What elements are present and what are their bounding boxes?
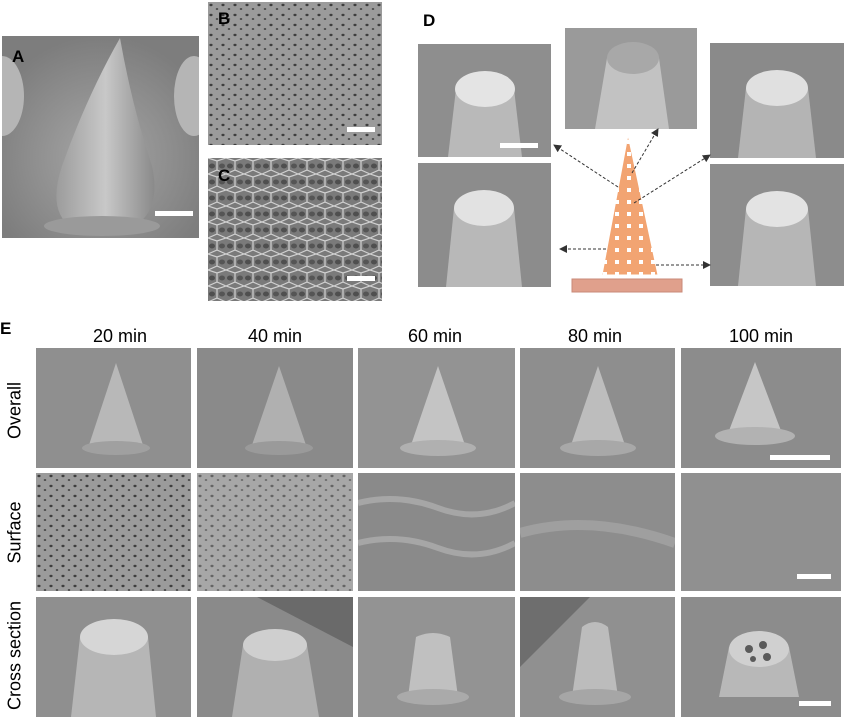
grid-overall-100min: [681, 348, 841, 468]
scale-bar-b: [347, 127, 375, 132]
panel-a-microneedle-image: [2, 36, 199, 238]
panel-d-microneedle-diagram: [540, 125, 720, 295]
panel-d-tip-top-center: [565, 28, 697, 129]
column-title-60min: 60 min: [407, 326, 463, 346]
panel-label-a: A: [12, 47, 25, 66]
grid-cross-section-20min: [36, 597, 191, 717]
panel-label-d: D: [423, 11, 436, 30]
row-title-overall: Overall: [4, 382, 25, 440]
grid-overall-40min: [197, 348, 353, 468]
column-title-20min: 20 min: [92, 326, 148, 346]
grid-surface-100min: [681, 473, 841, 591]
scale-bar-d: [500, 143, 538, 148]
grid-cross-section-100min: [681, 597, 841, 717]
grid-overall-20min: [36, 348, 191, 468]
column-title-100min: 100 min: [728, 326, 794, 346]
scale-bar-e-overall: [770, 455, 830, 460]
panel-label-c: C: [218, 166, 231, 185]
grid-overall-60min: [358, 348, 515, 468]
panel-b-surface-image: [208, 2, 382, 145]
column-title-40min: 40 min: [247, 326, 303, 346]
grid-surface-60min: [358, 473, 515, 591]
scale-bar-e-surface: [797, 574, 831, 579]
panel-d-tip-top-right: [710, 43, 844, 158]
grid-surface-20min: [36, 473, 191, 591]
panel-d-tip-bottom-left: [418, 163, 551, 287]
row-title-cross-section: Cross section: [4, 600, 25, 711]
needle-diagram-icon: [571, 134, 683, 293]
scale-bar-c: [347, 276, 375, 281]
grid-surface-80min: [520, 473, 675, 591]
grid-surface-40min: [197, 473, 353, 591]
grid-cross-section-80min: [520, 597, 675, 717]
panel-d-tip-bottom-right: [710, 164, 844, 286]
panel-d-tip-top-left: [418, 44, 551, 157]
grid-cross-section-40min: [197, 597, 353, 717]
grid-cross-section-60min: [358, 597, 515, 717]
scale-bar-e-cross-section: [799, 701, 831, 706]
panel-label-b: B: [218, 9, 231, 28]
row-title-surface: Surface: [4, 501, 25, 564]
panel-label-e: E: [0, 319, 12, 338]
scale-bar-a: [155, 211, 193, 216]
column-title-80min: 80 min: [567, 326, 623, 346]
grid-overall-80min: [520, 348, 675, 468]
